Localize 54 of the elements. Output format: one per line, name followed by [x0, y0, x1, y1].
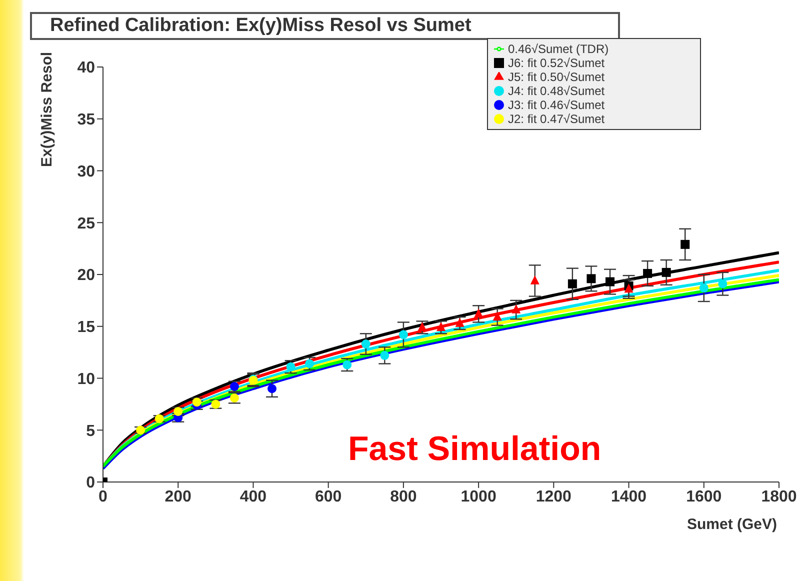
- point: [662, 268, 671, 277]
- point: [418, 322, 427, 332]
- y-tick-label: 25: [77, 215, 96, 232]
- point: [624, 284, 634, 293]
- x-tick-label: 0: [98, 488, 108, 506]
- point: [474, 308, 484, 318]
- point: [699, 283, 708, 292]
- point: [342, 360, 352, 370]
- x-tick-label: 600: [314, 488, 342, 506]
- point: [718, 279, 728, 288]
- y-axis-title: Ex(y)Miss Resol: [38, 52, 56, 167]
- x-tick-label: 400: [240, 488, 267, 506]
- y-tick-label: 10: [77, 370, 96, 388]
- chart-title: Refined Calibration: Ex(y)Miss Resol vs Sumet: [30, 12, 620, 40]
- y-tick-label: 30: [77, 163, 96, 180]
- point: [492, 312, 502, 321]
- y-tick-label: 5: [86, 422, 96, 440]
- point: [586, 274, 596, 284]
- x-tick-label: 1200: [536, 488, 572, 506]
- y-tick-label: 15: [77, 319, 96, 336]
- x-axis-title: Sumet (GeV): [686, 516, 778, 533]
- point: [436, 322, 446, 332]
- legend-label: J5: fit 0.50√Sumet: [508, 70, 605, 84]
- legend-label: J6: fit 0.52√Sumet: [508, 56, 605, 70]
- x-tick-label: 800: [390, 488, 417, 506]
- legend-label: J4: fit 0.48√Sumet: [508, 84, 605, 98]
- y-tick-label: 20: [77, 267, 96, 284]
- x-tick-label: 200: [164, 488, 192, 506]
- point: [398, 330, 408, 340]
- y-tick-label: 0: [86, 474, 96, 492]
- point: [136, 426, 146, 435]
- point: [680, 240, 690, 249]
- x-tick-label: 1400: [610, 488, 647, 506]
- y-tick-label: 40: [77, 60, 96, 77]
- point: [530, 275, 540, 284]
- point: [286, 362, 296, 372]
- point: [512, 304, 521, 314]
- legend-label: 0.46√Sumet (TDR): [508, 42, 609, 56]
- annotation: Fast Simulation: [348, 430, 602, 469]
- point: [455, 318, 464, 327]
- point: [154, 414, 164, 424]
- point: [568, 279, 577, 288]
- point: [380, 350, 390, 360]
- point: [361, 340, 370, 349]
- x-tick-label: 1000: [460, 488, 496, 506]
- point: [305, 359, 314, 368]
- point: [606, 277, 614, 286]
- point: [643, 268, 652, 278]
- legend-label: J2: fit 0.47√Sumet: [508, 112, 605, 126]
- y-tick-label: 35: [77, 112, 96, 129]
- point: [268, 384, 276, 394]
- x-tick-label: 1600: [686, 488, 722, 506]
- x-tick-label: 1800: [761, 488, 797, 506]
- legend-label: J3: fit 0.46√Sumet: [508, 98, 605, 112]
